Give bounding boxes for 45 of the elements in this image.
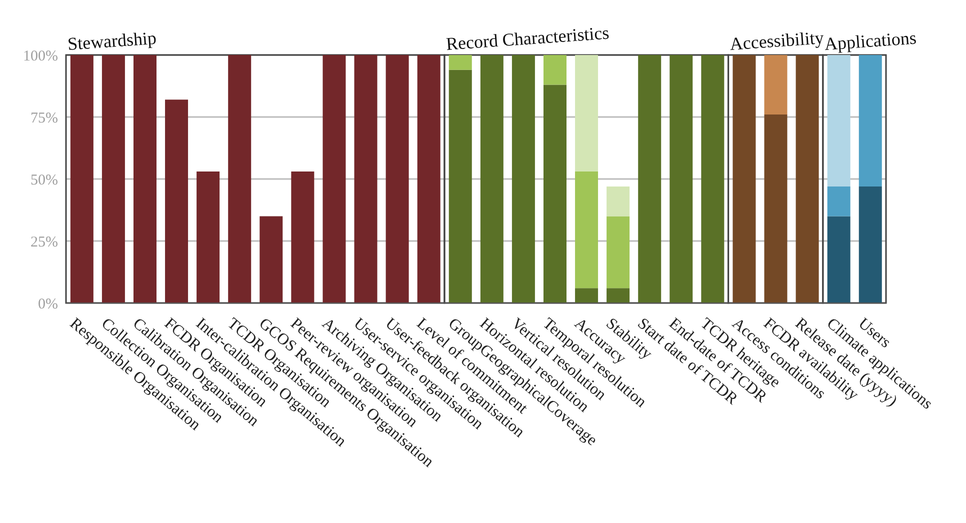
- bar: [575, 288, 598, 303]
- bar: [858, 186, 882, 303]
- bar: [322, 55, 346, 303]
- bar: [386, 55, 409, 303]
- text: Stewardship: [66, 28, 158, 54]
- text: Accessibility: [729, 27, 824, 54]
- bar: [543, 55, 566, 85]
- bar: [417, 55, 440, 303]
- bar: [480, 55, 504, 303]
- bar: [606, 186, 630, 216]
- bar: [764, 55, 788, 115]
- text: Record Characteristics: [445, 22, 610, 54]
- bar: [606, 216, 630, 288]
- bar: [354, 55, 378, 303]
- bar: [102, 55, 125, 303]
- bar: [827, 186, 850, 216]
- bar: [827, 55, 850, 186]
- bar: [796, 55, 819, 303]
- bar: [606, 288, 630, 303]
- y-tick-label: 25%: [30, 234, 58, 250]
- bar: [732, 55, 756, 303]
- bar: [638, 55, 662, 303]
- bar: [827, 216, 850, 303]
- bar: [260, 216, 283, 303]
- bar: [575, 172, 598, 288]
- y-tick-label: 100%: [23, 48, 58, 64]
- bar: [670, 55, 693, 303]
- bar: [165, 100, 188, 303]
- bar: [764, 114, 788, 303]
- text: Applications: [824, 28, 917, 54]
- bar: [70, 55, 94, 303]
- bar: [701, 55, 724, 303]
- y-tick-label: 0%: [38, 296, 58, 312]
- y-tick-label: 50%: [30, 172, 58, 188]
- bar: [575, 55, 598, 172]
- bar: [196, 172, 220, 303]
- bar: [543, 84, 566, 303]
- bar: [133, 55, 156, 303]
- bar: [228, 55, 252, 303]
- bar: [291, 172, 314, 303]
- bar: [858, 55, 882, 186]
- bar: [448, 55, 472, 70]
- bar: [448, 70, 472, 303]
- y-tick-label: 75%: [30, 110, 58, 126]
- bar: [512, 55, 535, 303]
